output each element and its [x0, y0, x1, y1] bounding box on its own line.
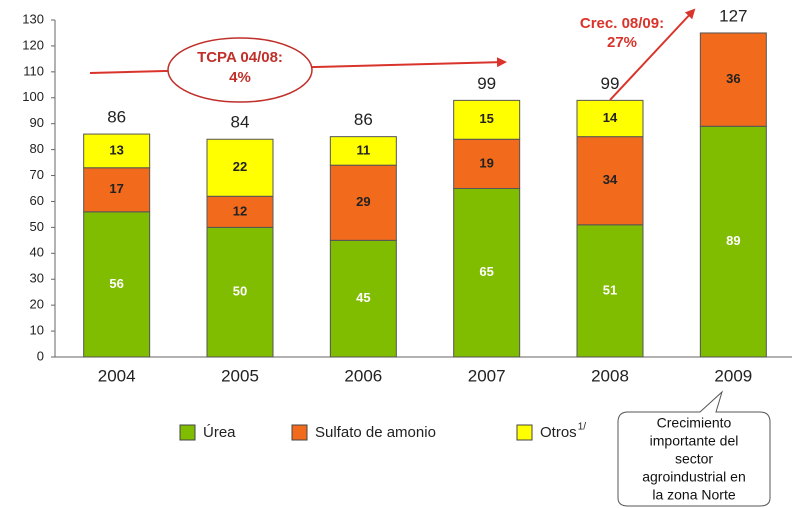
bar-label: 22: [233, 159, 247, 174]
y-tick-label: 120: [22, 37, 44, 52]
bar-label: 29: [356, 194, 370, 209]
x-tick-label: 2006: [344, 366, 382, 385]
legend-swatch: [291, 424, 308, 441]
bar-segment: [329, 136, 397, 166]
bar-segment: [576, 99, 644, 138]
callout-line: sector: [675, 451, 713, 467]
total-label: 84: [231, 113, 250, 132]
bar-label: 56: [109, 276, 123, 291]
x-tick-label: 2007: [468, 366, 506, 385]
bar-segment: [329, 164, 397, 241]
x-tick-label: 2009: [714, 366, 752, 385]
legend-label: Otros: [540, 424, 577, 441]
tcpa-text: TCPA 04/08:: [197, 49, 283, 66]
y-tick-label: 30: [30, 271, 44, 286]
total-label: 86: [354, 110, 373, 129]
bar-label: 36: [726, 71, 740, 86]
total-label: 127: [719, 6, 747, 25]
crec-text: 27%: [607, 34, 637, 51]
bar-segment: [699, 32, 767, 127]
y-tick-label: 100: [22, 89, 44, 104]
bar-segment: [699, 125, 767, 358]
y-tick-label: 110: [23, 63, 44, 78]
plot: 0 10 20 30 40 50 60 70 80 90 100 110 120 130 2004 56 17 1…: [22, 6, 792, 385]
bar-segment: [453, 99, 521, 140]
y-tick-label: 0: [37, 348, 44, 363]
legend-label: Sulfato de amonio: [315, 424, 436, 441]
total-label: 99: [601, 74, 620, 93]
bar-label: 19: [479, 155, 493, 170]
total-label: 99: [477, 74, 496, 93]
total-label: 86: [107, 108, 126, 127]
bar-label: 50: [233, 284, 247, 299]
legend: Úrea Sulfato de amonio Otros 1/: [179, 422, 587, 441]
tcpa-text: 4%: [229, 69, 251, 86]
x-tick-label: 2008: [591, 366, 629, 385]
bar-label: 51: [603, 282, 617, 297]
bar-label: 17: [109, 181, 123, 196]
crec-arrow: [609, 8, 696, 101]
y-tick-label: 90: [30, 115, 44, 130]
bar-label: 12: [233, 203, 247, 218]
bar-label: 45: [356, 290, 370, 305]
bar-label: 89: [726, 233, 740, 248]
crec-text: Crec. 08/09:: [580, 15, 664, 32]
callout-line: la zona Norte: [652, 487, 735, 503]
y-tick-label: 80: [30, 141, 44, 156]
callout-box: [617, 390, 771, 507]
bar-segment: [206, 138, 274, 197]
tcpa-bubble: [167, 37, 313, 103]
bar-label: 11: [356, 142, 370, 157]
bar-label: 13: [109, 142, 123, 157]
y-tick-label: 10: [30, 323, 44, 338]
bar-segment: [453, 138, 521, 189]
legend-swatch: [516, 424, 533, 441]
y-tick-label: 60: [30, 193, 44, 208]
y-tick-label: 130: [22, 11, 44, 26]
bar-segment: [206, 195, 274, 228]
callout-line: Crecimiento: [657, 415, 732, 431]
bar-segment: [83, 133, 151, 169]
bar-segment: [83, 167, 151, 213]
bar-segment: [206, 226, 274, 358]
callout-line: importante del: [650, 433, 739, 449]
y-tick-label: 40: [30, 245, 44, 260]
bar-label: 14: [603, 110, 618, 125]
bar-label: 65: [479, 264, 493, 279]
bar-segment: [576, 224, 644, 358]
y-tick-label: 50: [30, 219, 44, 234]
y-tick-label: 70: [30, 167, 44, 182]
callout-line: agroindustrial en: [642, 469, 746, 485]
callout-text: Crecimiento importante del sector agroindus…: [642, 415, 746, 503]
legend-swatch: [179, 424, 196, 441]
legend-label: Úrea: [203, 424, 236, 441]
legend-superscript: 1/: [578, 422, 587, 433]
bar-label: 15: [479, 111, 493, 126]
bar-label: 34: [603, 172, 618, 187]
x-tick-label: 2005: [221, 366, 259, 385]
bar-segment: [83, 211, 151, 358]
y-tick-label: 20: [30, 297, 44, 312]
bar-segment: [453, 188, 521, 358]
bar-segment: [576, 136, 644, 226]
x-tick-label: 2004: [98, 366, 136, 385]
